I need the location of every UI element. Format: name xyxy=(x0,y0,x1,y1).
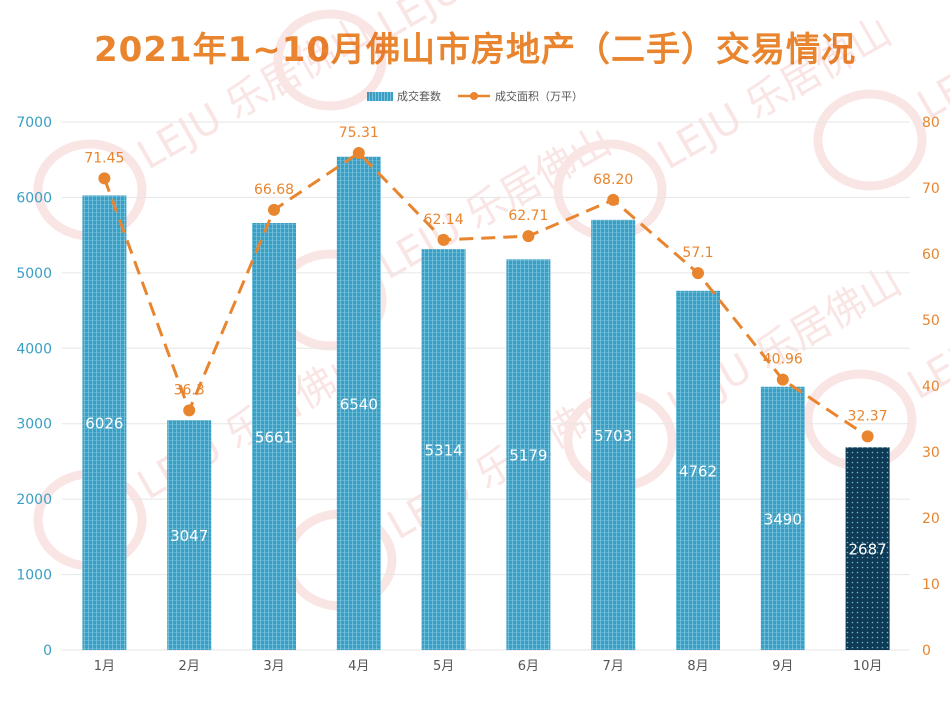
y-left-tick-label: 7000 xyxy=(16,115,52,131)
line-point xyxy=(861,430,874,443)
bar-value-label: 2687 xyxy=(849,541,887,559)
bar xyxy=(845,447,890,650)
legend-item-bars[interactable]: 成交套数 xyxy=(367,88,441,104)
bar xyxy=(676,290,720,650)
x-tick-label: 2月 xyxy=(179,659,200,674)
line-point xyxy=(607,193,620,206)
x-tick-label: 7月 xyxy=(603,659,624,674)
bar xyxy=(336,156,381,650)
y-left-tick-label: 1000 xyxy=(16,568,52,584)
line-value-label: 32.37 xyxy=(848,408,888,424)
bar-value-label: 6540 xyxy=(340,395,378,413)
y-left-tick-label: 4000 xyxy=(16,341,52,357)
x-tick-label: 5月 xyxy=(433,659,454,674)
bar-value-label: 5179 xyxy=(509,447,547,465)
line-point xyxy=(98,172,111,185)
bar xyxy=(506,259,551,650)
line-path xyxy=(102,151,869,438)
watermark-text: LEJU 乐居佛山 xyxy=(370,119,619,290)
line-point xyxy=(268,203,280,216)
bar-value-label: 5661 xyxy=(255,428,293,446)
line-point xyxy=(692,267,704,280)
y-right-tick-label: 20 xyxy=(922,511,940,527)
x-tick-label: 9月 xyxy=(772,659,793,674)
x-tick-label: 6月 xyxy=(518,659,539,674)
bar xyxy=(591,219,636,650)
line-point xyxy=(437,233,450,246)
line-value-label: 71.45 xyxy=(84,150,124,166)
bar xyxy=(252,222,296,651)
line-point xyxy=(352,146,365,159)
bar-value-label: 5703 xyxy=(594,427,632,445)
chart-legend: 成交套数 成交面积（万平） xyxy=(0,88,950,104)
watermark-logo xyxy=(273,9,387,111)
watermark-text: LEJU 乐居佛山 xyxy=(370,0,619,49)
legend-swatch-line xyxy=(458,92,490,100)
watermark-logo xyxy=(813,89,927,191)
bar xyxy=(760,386,805,650)
line-value-label: 36.3 xyxy=(174,382,205,398)
y-right-tick-label: 30 xyxy=(922,445,940,461)
line-value-label: 62.71 xyxy=(508,208,548,224)
y-right-tick-label: 10 xyxy=(922,577,940,593)
bar-value-label: 5314 xyxy=(425,442,463,460)
x-tick-label: 4月 xyxy=(348,659,369,674)
x-tick-label: 1月 xyxy=(94,659,115,674)
bar xyxy=(421,249,466,650)
watermark-text: LEJU 乐居佛山 xyxy=(130,9,379,180)
line-value-label: 62.14 xyxy=(424,212,464,228)
y-right-tick-label: 40 xyxy=(922,379,940,395)
legend-swatch-bar xyxy=(367,91,393,101)
legend-label-line: 成交面积（万平） xyxy=(495,90,583,103)
y-left-tick-label: 3000 xyxy=(16,417,52,433)
y-right-tick-label: 0 xyxy=(922,643,931,659)
x-tick-label: 8月 xyxy=(687,659,708,674)
x-tick-label: 3月 xyxy=(263,659,284,674)
line-value-label: 75.31 xyxy=(339,125,379,141)
y-left-tick-label: 5000 xyxy=(16,266,52,282)
bar-value-label: 3490 xyxy=(764,510,802,528)
line-point xyxy=(183,404,196,417)
watermark-text: LEJU 乐居佛山 xyxy=(910,0,950,129)
bar xyxy=(82,195,127,651)
bar-value-label: 3047 xyxy=(170,527,208,545)
line-value-label: 57.1 xyxy=(682,245,713,261)
line-point xyxy=(776,373,789,386)
line-value-label: 66.68 xyxy=(254,182,294,198)
y-right-tick-label: 60 xyxy=(922,247,940,263)
legend-label-bars: 成交套数 xyxy=(397,90,441,103)
line-point xyxy=(522,230,535,243)
x-tick-label: 10月 xyxy=(853,659,883,674)
y-left-tick-label: 0 xyxy=(43,643,52,659)
y-left-tick-label: 6000 xyxy=(16,190,52,206)
line-value-label: 68.20 xyxy=(593,172,633,188)
bar-series: 6026 1月 3047 2月 5661 3月 6540 4月 5314 5月 5179 6月 5703… xyxy=(82,156,890,674)
bar xyxy=(167,420,212,650)
y-right-tick-label: 50 xyxy=(922,313,940,329)
line-series: 71.45 36.3 66.68 75.31 62.14 62.71 68.20 57.1 40… xyxy=(84,125,888,443)
y-right-tick-label: 70 xyxy=(922,181,940,197)
chart-title: 2021年1~10月佛山市房地产（二手）交易情况 xyxy=(93,30,857,70)
bar-value-label: 4762 xyxy=(679,462,717,480)
y-right-tick-label: 80 xyxy=(922,115,940,131)
bar-value-label: 6026 xyxy=(85,415,123,433)
y-left-tick-label: 2000 xyxy=(16,492,52,508)
line-value-label: 40.96 xyxy=(763,352,803,368)
legend-item-line[interactable]: 成交面积（万平） xyxy=(457,88,583,104)
